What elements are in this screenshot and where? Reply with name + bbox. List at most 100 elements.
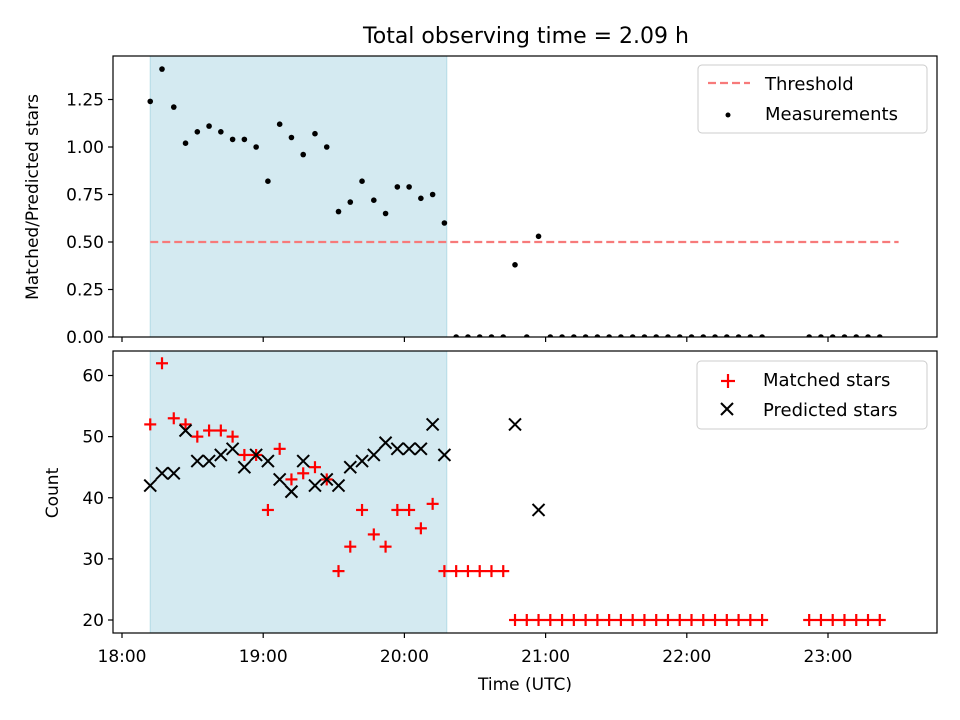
matched-star-point [379,540,392,553]
measurement-point [323,144,330,150]
top-panel: 0.00 0.25 0.50 0.75 1.00 1.25 [66,55,938,348]
matched-star-point [732,614,745,626]
top-y-tick-label: 1.25 [66,91,104,111]
matched-star-point [308,461,321,474]
measurement-point [841,334,848,337]
predicted-star-point [225,442,240,456]
x-tick-label: 18:00 [98,647,147,667]
measurement-point [559,334,565,337]
predicted-star-point [214,448,228,462]
x-tick-label: 19:00 [239,647,288,667]
predicted-star-point [261,454,275,468]
matched-star-point [720,614,733,626]
matched-star-point [191,430,204,443]
top-observing-window [149,56,448,337]
predicted-star-point [367,448,381,462]
matched-star-point [356,503,369,516]
measurement-point [265,178,271,184]
matched-star-point [826,614,839,626]
top-y-tick-label: 0.50 [66,233,104,253]
matched-star-point [450,565,463,578]
measurement-point [288,134,295,141]
matched-star-point [261,503,274,516]
matched-star-point [238,448,251,461]
legend-predicted-label: Predicted stars [763,400,897,421]
matched-star-point [461,565,474,578]
measurement-point [194,129,201,135]
measurement-point [159,66,165,72]
matched-star-point [850,614,863,626]
predicted-star-point [343,460,357,474]
matched-star-point [226,430,239,443]
predicted-star-point [155,466,169,481]
legend-matched-swatch [721,374,735,388]
predicted-star-point [202,454,216,468]
measurement-point [547,334,554,337]
measurement-point [394,184,401,190]
matched-star-point [403,503,416,516]
top-y-axis-label: Matched/Predicted stars [23,94,43,300]
legend-predicted-swatch [720,402,734,416]
matched-star-point [814,614,827,626]
measurement-point [206,123,212,129]
measurement-point [429,191,436,198]
matched-star-point [297,467,310,480]
measurement-point [865,334,871,337]
matched-star-point [367,528,380,541]
predicted-star-point [296,454,310,468]
matched-star-point [709,614,722,626]
measurement-point [759,334,765,337]
measurement-point [441,220,448,226]
top-y-tick-label: 1.00 [66,138,104,158]
measurement-point [371,197,377,203]
measurement-point [747,334,754,337]
measurement-point [818,334,824,337]
matched-star-point [167,412,180,425]
matched-star-point [273,442,286,455]
measurement-point [688,334,695,337]
matched-star-point [144,418,157,431]
matched-star-point [862,614,875,626]
matched-star-point [591,614,604,626]
measurement-point [712,334,718,337]
x-tick-label: 21:00 [521,647,570,667]
matched-star-point [744,614,757,626]
matched-star-point [838,614,851,626]
measurement-point [876,334,883,337]
matched-star-point [203,424,216,437]
measurement-point [523,334,530,337]
predicted-star-point [143,478,157,493]
predicted-star-point [320,472,334,487]
predicted-star-point [272,472,287,487]
matched-star-point [497,565,510,578]
predicted-star-point [331,478,346,493]
measurement-point [653,334,660,337]
measurement-point [571,334,577,337]
top-axes-frame [112,55,938,338]
measurement-point [359,178,365,184]
measurement-point [382,210,389,217]
legend-threshold-label: Threshold [764,74,854,95]
legend-measurements-swatch [725,112,731,118]
bottom-legend-frame [696,360,928,430]
measurement-point [170,104,177,110]
measurement-point [347,199,354,205]
x-axis-label: Time (UTC) [477,675,572,695]
measurement-point [229,136,236,143]
matched-star-point [650,614,663,626]
predicted-star-point [308,478,322,493]
measurement-point [853,334,860,337]
measurement-point [300,151,307,158]
predicted-star-point [402,442,416,456]
measurement-point [724,334,730,337]
measurement-point [488,334,495,337]
measurement-point [582,334,589,337]
measurement-point [312,130,318,137]
measurement-point [700,334,707,337]
bottom-y-axis-label: Count [43,467,63,518]
x-tick-label: 22:00 [662,647,711,667]
matched-star-point [214,424,227,437]
predicted-star-point [531,503,546,517]
matched-star-point [520,614,533,626]
